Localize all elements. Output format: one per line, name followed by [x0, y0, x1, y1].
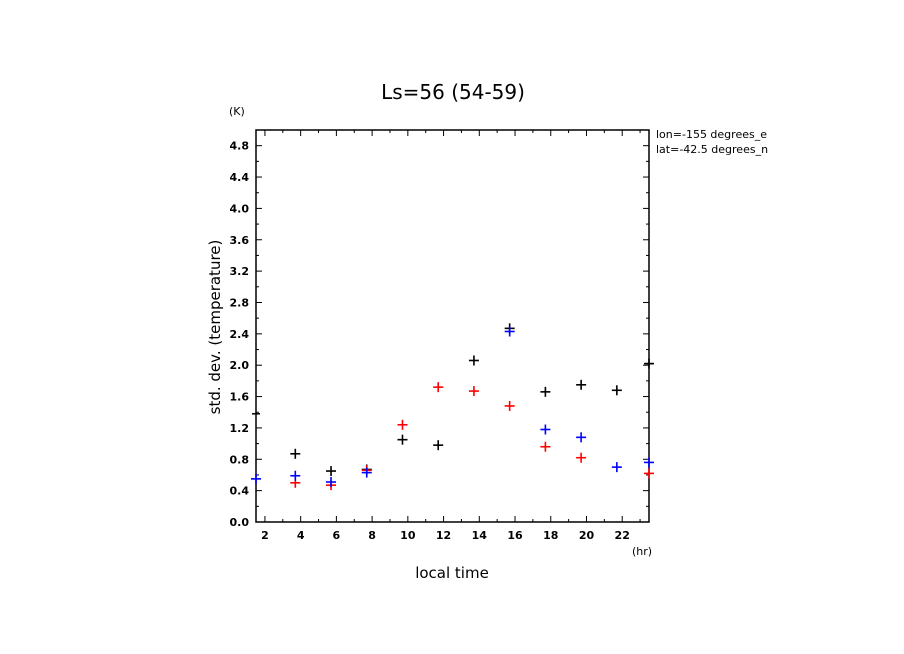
y-tick-label: 0.4: [230, 485, 250, 498]
y-tick-label: 0.0: [230, 516, 250, 529]
data-point-series-2: [644, 457, 654, 468]
x-axis-unit: (hr): [632, 545, 652, 558]
data-point-series-2: [540, 424, 551, 435]
data-point-series-2: [504, 326, 515, 337]
y-tick-label: 3.2: [230, 265, 250, 278]
x-tick-label: 10: [400, 529, 416, 542]
data-point-series-0: [290, 448, 301, 459]
y-tick-label: 1.6: [230, 391, 250, 404]
data-point-series-1: [468, 386, 479, 397]
data-point-series-0: [326, 466, 337, 477]
plot-frame: [255, 129, 650, 523]
data-point-series-1: [644, 468, 654, 479]
x-tick-label: 16: [507, 529, 523, 542]
y-tick-label: 4.8: [230, 140, 250, 153]
data-point-series-0: [540, 386, 551, 397]
data-point-series-1: [576, 452, 587, 463]
x-tick-label: 12: [436, 529, 451, 542]
y-axis-unit: (K): [229, 105, 245, 118]
x-axis-label: local time: [415, 564, 489, 582]
y-tick-label: 3.6: [230, 234, 250, 247]
data-point-series-2: [290, 470, 301, 481]
annotation-lat: lat=-42.5 degrees_n: [656, 143, 768, 156]
data-point-series-0: [397, 434, 408, 445]
data-point-series-0: [433, 440, 444, 451]
x-tick-label: 6: [333, 529, 341, 542]
data-point-series-1: [433, 382, 444, 393]
annotation-lon: lon=-155 degrees_e: [656, 128, 767, 141]
x-tick-label: 4: [297, 529, 305, 542]
ticks: 0.0 0.4 0.8 1.2 1.6 2.0 2.4 2.8 3.2 3.6 4.0 4.4 4.8 2…: [230, 130, 653, 542]
y-tick-label: 1.2: [230, 422, 250, 435]
chart-title: Ls=56 (54-59): [381, 80, 525, 104]
y-tick-label: 2.8: [230, 296, 250, 309]
data-point-series-2: [251, 473, 261, 484]
x-tick-label: 22: [615, 529, 630, 542]
y-tick-label: 2.4: [230, 328, 250, 341]
data-point-series-0: [468, 355, 479, 366]
data-point-series-0: [644, 358, 654, 369]
data-points: [251, 323, 654, 491]
data-point-series-1: [397, 419, 408, 430]
data-point-series-0: [576, 379, 587, 390]
data-point-series-0: [611, 385, 622, 396]
y-tick-label: 2.0: [230, 359, 250, 372]
y-tick-label: 4.0: [230, 202, 250, 215]
x-tick-label: 14: [472, 529, 488, 542]
y-tick-label: 4.4: [230, 171, 250, 184]
axes: [255, 129, 650, 523]
x-tick-label: 20: [579, 529, 595, 542]
data-point-series-1: [504, 400, 515, 411]
x-tick-label: 18: [543, 529, 558, 542]
x-tick-label: 2: [261, 529, 269, 542]
data-point-series-2: [611, 462, 622, 473]
data-point-series-2: [576, 432, 587, 443]
y-axis-label: std. dev. (temperature): [206, 240, 224, 415]
y-tick-label: 0.8: [230, 453, 250, 466]
data-point-series-2: [326, 477, 337, 488]
data-point-series-2: [361, 467, 372, 478]
x-tick-label: 8: [368, 529, 376, 542]
data-point-series-1: [540, 441, 551, 452]
